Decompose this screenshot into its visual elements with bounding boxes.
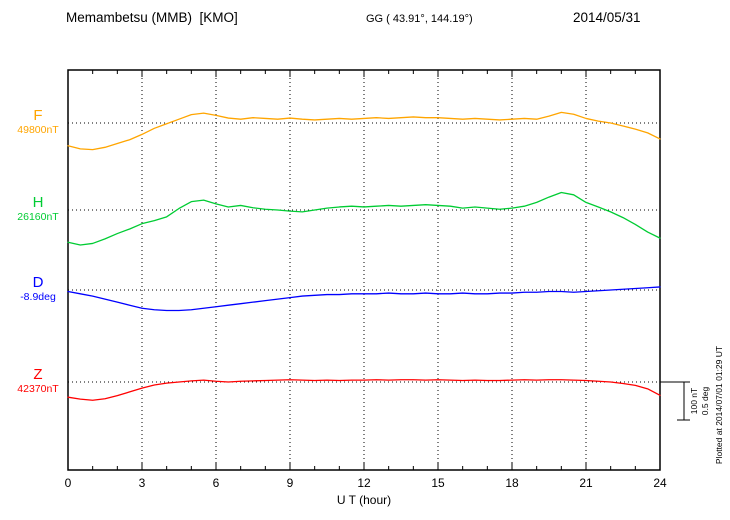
svg-text:12: 12: [357, 476, 371, 490]
series-line-D: [67, 286, 661, 312]
trace-label-H: H 26160nT: [6, 194, 70, 223]
svg-text:24: 24: [653, 476, 667, 490]
trace-baseline-D: -8.9deg: [20, 291, 56, 303]
axis-ticks: [67, 70, 661, 470]
geographic-coordinates: GG ( 43.91°, 144.19°): [366, 13, 473, 25]
scale-bar-deg-label: 0.5 deg: [700, 387, 710, 416]
svg-text:6: 6: [213, 476, 220, 490]
grid-lines: [68, 70, 660, 470]
trace-baseline-Z: 42370nT: [17, 383, 59, 395]
series-line-Z: [67, 379, 661, 401]
x-tick-labels: 0 3 6 9 12 15 18 21 24: [65, 476, 667, 490]
trace-letter-H: H: [32, 194, 44, 211]
svg-text:0: 0: [65, 476, 72, 490]
plotted-at-note: Plotted at 2014/07/01 01:29 UT: [714, 346, 724, 464]
station-title: Memambetsu (MMB) [KMO]: [66, 10, 238, 25]
svg-text:3: 3: [139, 476, 146, 490]
trace-baseline-H: 26160nT: [17, 211, 59, 223]
svg-text:15: 15: [431, 476, 445, 490]
trace-label-D: D -8.9deg: [6, 274, 70, 303]
series-line-F: [67, 111, 661, 151]
plot-date: 2014/05/31: [573, 10, 641, 25]
svg-text:9: 9: [287, 476, 294, 490]
scale-bar: [660, 381, 690, 421]
series-line-H: [67, 191, 661, 246]
trace-label-F: F 49800nT: [6, 107, 70, 136]
trace-letter-F: F: [33, 107, 43, 124]
trace-label-Z: Z 42370nT: [6, 366, 70, 395]
scale-bar-nt-label: 100 nT: [689, 388, 699, 414]
svg-text:21: 21: [579, 476, 593, 490]
x-axis-title: U T (hour): [337, 493, 391, 507]
trace-baseline-F: 49800nT: [17, 124, 59, 136]
svg-text:18: 18: [505, 476, 519, 490]
trace-letter-D: D: [32, 274, 44, 291]
trace-letter-Z: Z: [33, 366, 43, 383]
